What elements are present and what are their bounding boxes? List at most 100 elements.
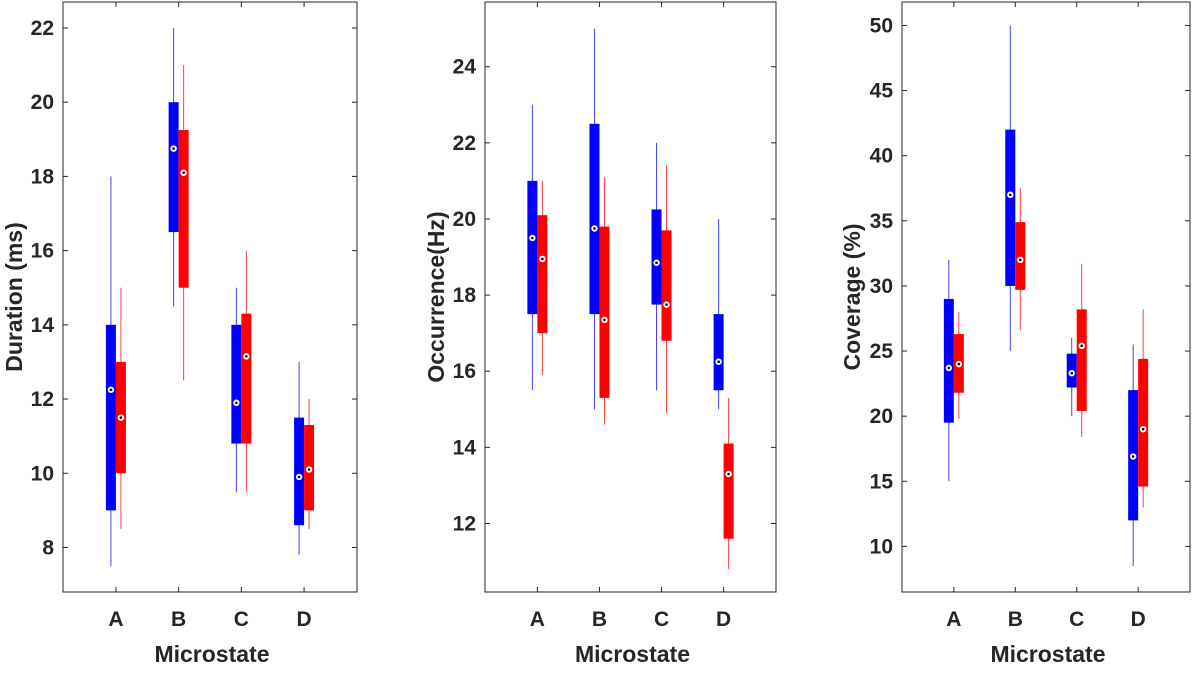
iqr-box [241, 313, 252, 444]
box-group1-a [943, 259, 954, 482]
median-dot [665, 303, 668, 306]
axes-frame [62, 1, 358, 593]
x-tick-label-c: C [1069, 608, 1084, 631]
x-tick-label-b: B [592, 608, 607, 631]
y-tick-label: 10 [31, 462, 54, 485]
x-tick-label-c: C [654, 608, 669, 631]
median-dot [109, 388, 113, 392]
y-tick-label: 22 [453, 132, 476, 155]
median-dot [727, 472, 730, 476]
box-group2-b [599, 177, 610, 425]
box-group1-d [294, 361, 305, 555]
iqr-box [294, 417, 305, 526]
iqr-box [537, 215, 548, 334]
x-tick-label-a: A [946, 608, 961, 631]
median-dot [957, 362, 961, 366]
median-dot [603, 318, 606, 322]
x-axis-title: Microstate [154, 641, 269, 667]
y-tick-label: 35 [870, 210, 894, 233]
box-group1-b [589, 28, 600, 410]
box-group1-a [527, 104, 538, 391]
box-group1-d [1128, 344, 1139, 566]
y-tick-label: 22 [31, 17, 54, 40]
y-tick-label: 14 [453, 436, 477, 459]
median-dot [297, 475, 301, 479]
x-tick-label-b: B [171, 608, 186, 631]
median-dot [655, 261, 658, 265]
box-group1-c [651, 142, 662, 391]
median-dot [119, 416, 123, 419]
median-dot [1080, 344, 1084, 348]
y-tick-label: 24 [453, 56, 477, 79]
iqr-box [943, 298, 954, 423]
iqr-box [589, 123, 600, 315]
iqr-box [1138, 358, 1149, 487]
median-dot [182, 171, 185, 174]
box-group2-b [1015, 188, 1026, 331]
box-group2-d [1138, 309, 1149, 508]
median-dot [1131, 455, 1135, 458]
axes-frame [901, 1, 1191, 593]
axes-frame [484, 1, 777, 593]
y-tick-label: 18 [31, 165, 55, 188]
iqr-box [651, 209, 662, 305]
box-group2-b [178, 65, 189, 381]
x-tick-label-c: C [234, 608, 249, 631]
iqr-box [1005, 129, 1016, 286]
median-dot [717, 360, 720, 364]
box-group1-c [231, 287, 242, 492]
y-tick-label: 12 [453, 512, 476, 535]
iqr-box [723, 443, 734, 539]
box-group2-a [115, 287, 126, 529]
iqr-box [231, 324, 242, 444]
median-dot [235, 401, 238, 405]
panel-3: 10 15 20 25 30 35 40 45 50 A B C D Microstate Coverage… [839, 1, 1191, 667]
median-dot [172, 147, 175, 150]
box-group1-a [105, 176, 116, 567]
x-axis-title: Microstate [575, 641, 690, 667]
median-dot [245, 355, 248, 358]
y-tick-label: 40 [870, 145, 893, 168]
box-group2-d [304, 399, 315, 529]
box-group1-b [1005, 25, 1016, 352]
x-tick-label-d: D [296, 608, 311, 631]
iqr-box [1015, 222, 1026, 290]
iqr-box [713, 314, 724, 391]
box-group2-a [953, 311, 964, 419]
panel-2: 12 14 16 18 20 22 24 A B C D Microstate Occurrence(H… [423, 1, 777, 667]
y-tick-label: 14 [31, 314, 55, 337]
x-tick-label-d: D [1131, 608, 1146, 631]
median-dot [593, 227, 596, 230]
y-tick-label: 10 [870, 535, 893, 558]
box-group2-a [537, 180, 548, 376]
x-axis-title: Microstate [990, 641, 1105, 667]
median-dot [1141, 427, 1145, 431]
iqr-box [105, 324, 116, 511]
median-dot [1008, 193, 1012, 197]
iqr-box [527, 180, 538, 315]
box-group2-d [723, 397, 734, 570]
median-dot [531, 236, 534, 240]
iqr-box [599, 226, 610, 398]
y-axis-title: Coverage (%) [839, 224, 865, 371]
y-tick-label: 20 [31, 91, 54, 114]
box-group2-c [1076, 263, 1087, 438]
y-tick-label: 18 [453, 284, 477, 307]
y-tick-label: 45 [870, 80, 894, 103]
iqr-box [1076, 309, 1087, 411]
y-tick-label: 15 [870, 470, 894, 493]
y-tick-label: 25 [870, 340, 894, 363]
iqr-box [661, 230, 672, 341]
y-tick-label: 20 [453, 208, 476, 231]
box-group1-d [713, 218, 724, 410]
panel-1: 8 10 12 14 16 18 20 22 A B C D Microstate Duration (m… [1, 1, 358, 667]
x-tick-label-d: D [716, 608, 731, 631]
x-tick-label-a: A [530, 608, 545, 631]
y-tick-label: 8 [42, 536, 54, 559]
y-tick-label: 50 [870, 14, 893, 37]
x-tick-label-b: B [1008, 608, 1023, 631]
box-group1-c [1066, 338, 1077, 417]
box-group2-c [661, 165, 672, 414]
y-tick-label: 16 [31, 240, 54, 263]
